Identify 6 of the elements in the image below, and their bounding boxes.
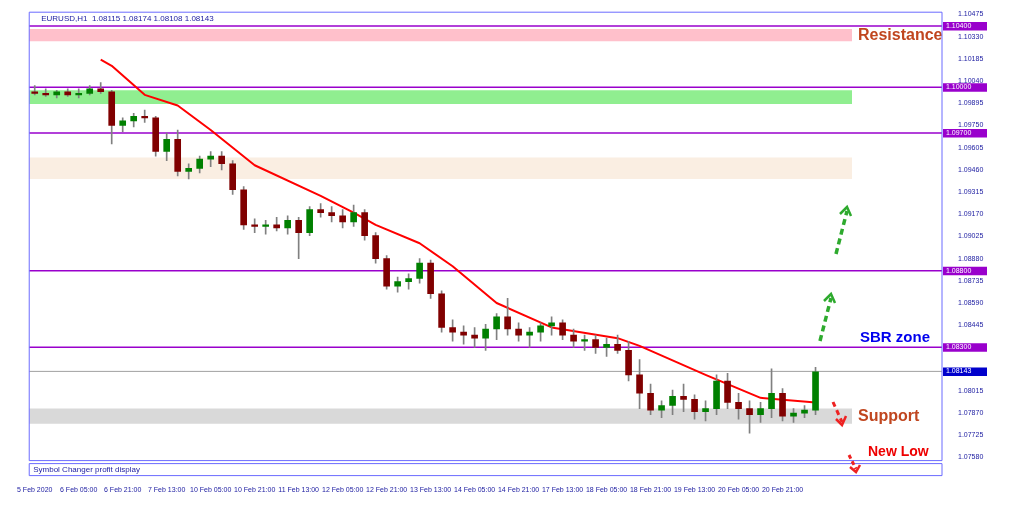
chart-title: EURUSD,H1 1.08115 1.08174 1.08108 1.08143 [41,14,215,24]
annotation: SBR zone [860,328,931,346]
text: Symbol Changer profit display [33,464,140,474]
band-label: Resistance [858,25,943,43]
band-label: Support [858,406,920,424]
annotation: New Low [868,443,929,460]
